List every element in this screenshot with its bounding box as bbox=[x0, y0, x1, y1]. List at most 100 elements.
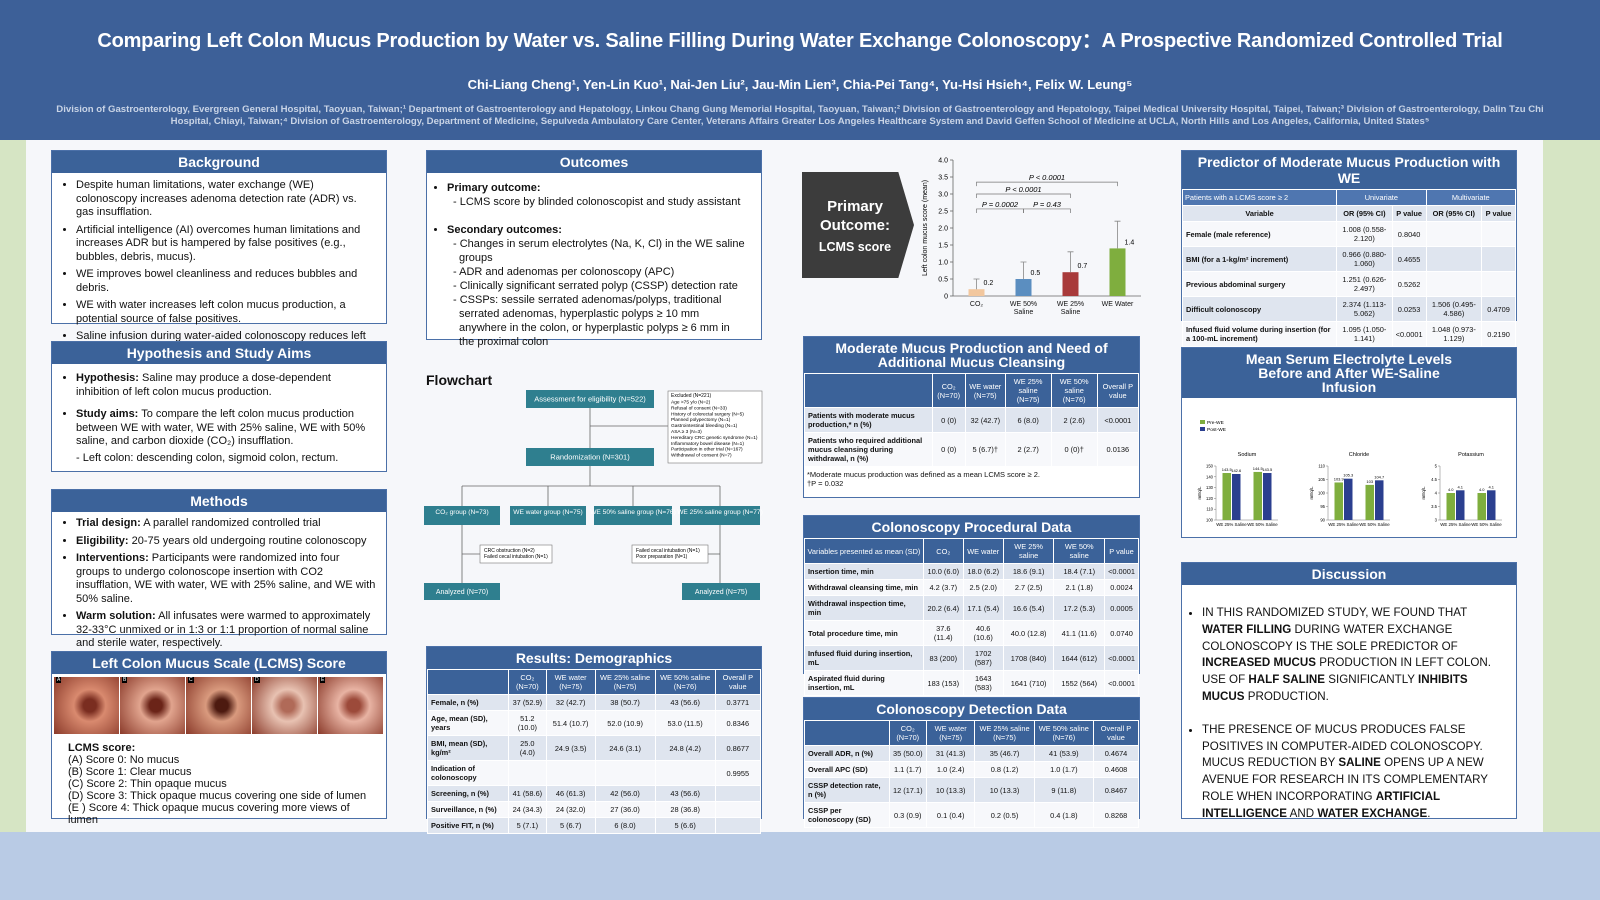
header-cell: WE 50% saline (N=76) bbox=[1050, 373, 1098, 408]
y-tick-label: 110 bbox=[1206, 507, 1213, 512]
cell bbox=[1425, 271, 1483, 297]
cell: 0.8346 bbox=[714, 710, 762, 736]
bullet-item: Artificial intelligence (AI) overcomes h… bbox=[76, 224, 376, 265]
bar bbox=[1062, 272, 1079, 296]
significance-label: P = 0.43 bbox=[1033, 200, 1062, 209]
panel: Predictor of Moderate Mucus Production w… bbox=[1181, 150, 1517, 372]
y-tick-label: 1.5 bbox=[938, 243, 948, 250]
header-cell: WE 25% saline bbox=[1002, 538, 1055, 564]
subchart-title: Sodium bbox=[1238, 452, 1257, 458]
table-row: Female (male reference) 1.008 (0.558-2.12… bbox=[1181, 221, 1516, 247]
table-row: Positive FIT, n (%) 5 (7.1) 5 (6.7) 6 (8.0)… bbox=[426, 817, 762, 834]
cell: 0.4655 bbox=[1391, 246, 1427, 272]
y-tick-label: 4.5 bbox=[1431, 477, 1437, 482]
bullet-item: WE improves bowel cleanliness and reduce… bbox=[76, 268, 376, 295]
flow-node: Assessment for eligibility (N=522) bbox=[534, 395, 646, 404]
exclusion-reason: Failed cecal intubation (N=1) bbox=[484, 554, 548, 560]
excluded-reason: Inflammatory bowel disease (N=1) bbox=[671, 441, 744, 447]
header-row: Variables presented as mean (SD) CO₂ WE wa… bbox=[804, 538, 1139, 564]
table-note: †P = 0.032 bbox=[807, 479, 844, 488]
cell: 46 (61.3) bbox=[545, 785, 596, 802]
row-label: Positive FIT, n (%) bbox=[426, 817, 510, 834]
value-label: 104.7 bbox=[1374, 474, 1385, 479]
bar bbox=[1253, 471, 1262, 520]
cell bbox=[714, 817, 762, 834]
cell: 51.4 (10.7) bbox=[545, 710, 596, 736]
bullet-item: WE with water increases left colon mucus… bbox=[76, 299, 376, 326]
bullet-item: Study aims: To compare the left colon mu… bbox=[76, 408, 376, 449]
panel-title: Hypothesis and Study Aims bbox=[52, 342, 386, 364]
x-tick-label: WE 50% Saline bbox=[1359, 522, 1390, 527]
header-cell: WE 25% saline (N=75) bbox=[594, 669, 656, 695]
bullet-item: Eligibility: 20-75 years old undergoing … bbox=[76, 535, 376, 549]
cell: 53.0 (11.5) bbox=[654, 710, 716, 736]
value-label: 0.5 bbox=[1031, 270, 1041, 277]
header-cell: WE water (N=75) bbox=[925, 720, 976, 746]
endoscopy-image: B bbox=[120, 677, 185, 734]
value-label: 103 bbox=[1366, 479, 1373, 484]
primary-outcome-arrow: Primary Outcome: LCMS score bbox=[802, 172, 914, 278]
text-run: OPENS UP A NEW AVENUE FOR RESEARCH IN IT… bbox=[1202, 756, 1488, 803]
cell: 43 (56.6) bbox=[654, 694, 716, 711]
cell: 2 (2.6) bbox=[1050, 407, 1098, 433]
cell: 183 (153) bbox=[922, 670, 964, 696]
cell: 24 (34.3) bbox=[508, 801, 547, 818]
value-label: 143.5 bbox=[1222, 467, 1233, 472]
cell: 83 (200) bbox=[922, 645, 964, 671]
endoscopy-images: A B C D E bbox=[54, 677, 384, 734]
bar bbox=[1365, 484, 1374, 520]
table-row: Withdrawal cleansing time, min 4.2 (3.7) 2… bbox=[804, 579, 1139, 596]
row-label: Patients with moderate mucus production,… bbox=[804, 407, 933, 433]
image-label: A bbox=[56, 677, 62, 683]
table-row: Screening, n (%) 41 (58.6) 46 (61.3) 42 (56… bbox=[426, 785, 762, 802]
flow-node-box bbox=[526, 448, 654, 466]
cell: 5 (6.6) bbox=[654, 817, 716, 834]
y-tick-label: 1.0 bbox=[938, 260, 948, 267]
panel: Background Despite human limitations, wat… bbox=[51, 150, 387, 356]
outcome-block: Secondary outcomes:- Changes in serum el… bbox=[447, 223, 747, 349]
text-run: PRODUCTION IN LEFT COLON. USE OF bbox=[1202, 656, 1492, 687]
group-label: WE water group (N=75) bbox=[513, 509, 582, 516]
cell: 40.6 (10.6) bbox=[962, 620, 1004, 646]
cell bbox=[1481, 246, 1516, 272]
row-label: Patients who required additional mucus c… bbox=[804, 432, 933, 467]
header-cell: CO₂ (N=70) bbox=[931, 373, 966, 408]
row-label: Difficult colonoscopy bbox=[1181, 296, 1338, 322]
error-bar bbox=[1067, 251, 1074, 273]
header-cell: Variables presented as mean (SD) bbox=[804, 538, 924, 564]
cell: 0.5262 bbox=[1391, 271, 1427, 297]
bar bbox=[1232, 473, 1241, 520]
group-box bbox=[594, 506, 672, 525]
panel-title: Colonoscopy Procedural Data bbox=[804, 516, 1139, 538]
cell: 12 (17.1) bbox=[888, 777, 927, 803]
cell: 41 (53.9) bbox=[1033, 745, 1095, 762]
subchart-title: Chloride bbox=[1349, 452, 1369, 458]
flow-node-box bbox=[526, 390, 654, 408]
primary-outcome-label: Primary Outcome: bbox=[819, 197, 890, 234]
table-row: Patients with moderate mucus production,… bbox=[804, 407, 1140, 433]
bar bbox=[1456, 490, 1465, 520]
panel-title: Moderate Mucus Production and Need of Ad… bbox=[804, 337, 1139, 373]
cell: 2 (2.7) bbox=[1004, 432, 1052, 467]
significance-bracket bbox=[976, 181, 1118, 187]
table-row: BMI (for a 1-kg/m² increment) 0.966 (0.88… bbox=[1181, 246, 1516, 272]
lcms-heading: LCMS score: bbox=[68, 742, 136, 754]
cell: 1.0 (2.4) bbox=[925, 761, 976, 778]
excluded-reason: Age >75 y/o (N=2) bbox=[671, 400, 711, 406]
outcome-item: - ADR and adenomas per colonoscopy (APC) bbox=[453, 266, 675, 278]
header-cell: CO₂ (N=70) bbox=[508, 669, 547, 695]
legend-swatch bbox=[1200, 427, 1205, 431]
y-tick-label: 100 bbox=[1206, 518, 1214, 523]
data-table: CO₂ (N=70) WE water (N=75) WE 25% saline (… bbox=[804, 373, 1140, 467]
data-table: CO₂ (N=70) WE water (N=75) WE 25% saline (… bbox=[426, 669, 762, 834]
panel: Colonoscopy Detection Data CO₂ (N=70) WE w… bbox=[803, 697, 1140, 828]
cell: 10 (13.3) bbox=[925, 777, 976, 803]
cell: 1.506 (0.495-4.586) bbox=[1425, 296, 1483, 322]
cell: 0.8 (1.2) bbox=[974, 761, 1035, 778]
outcome-item: - Changes in serum electrolytes (Na, K, … bbox=[453, 238, 745, 264]
cell: <0.0001 bbox=[1104, 563, 1139, 580]
endoscopy-image: A bbox=[54, 677, 119, 734]
lcms-level: (E ) Score 4: Thick opaque mucus coverin… bbox=[68, 802, 350, 826]
table-row: CSSP detection rate, n (%) 12 (17.1) 10 (1… bbox=[804, 777, 1139, 803]
image-label: D bbox=[254, 677, 260, 683]
